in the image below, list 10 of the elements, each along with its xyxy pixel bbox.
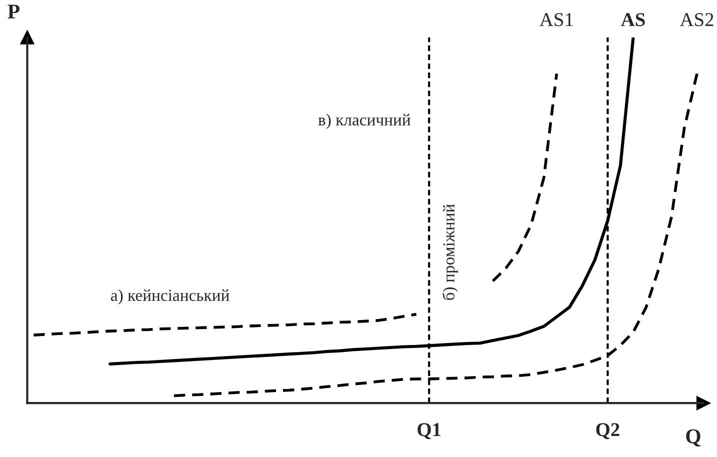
x-axis-title: Q xyxy=(686,429,700,446)
text: AS1 xyxy=(540,13,573,26)
series-label: AS xyxy=(620,13,645,26)
annotation: в) класичний xyxy=(318,114,410,129)
annotation: а) кейнсіанський xyxy=(110,289,230,304)
x-tick-label: Q2 xyxy=(596,423,620,440)
annotation: б) промiжний xyxy=(442,204,458,300)
text: AS2 xyxy=(680,13,714,26)
x-tick-label: Q1 xyxy=(418,423,441,440)
y-axis-title: P xyxy=(8,4,20,18)
